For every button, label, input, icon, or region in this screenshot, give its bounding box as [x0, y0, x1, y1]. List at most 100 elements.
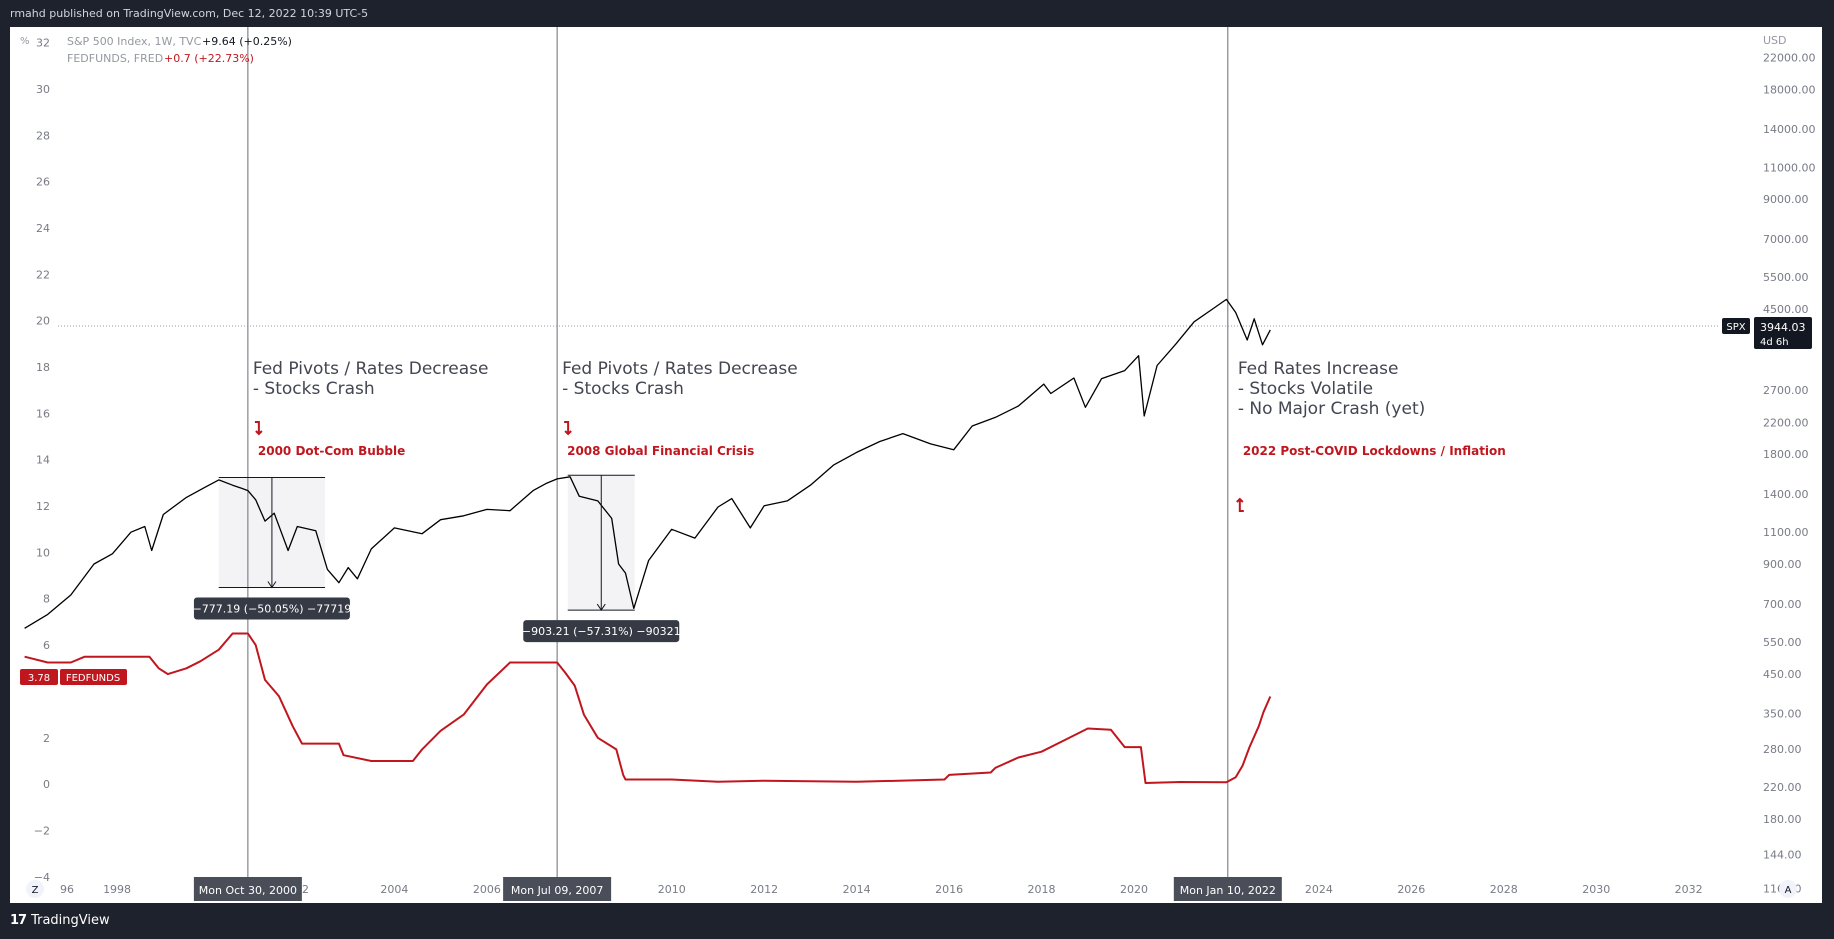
annotation-title-1: Fed Pivots / Rates Decrease: [253, 359, 489, 379]
measure-arrowhead-1: [267, 581, 277, 589]
annotation-line-2-1: - Stocks Crash: [562, 379, 684, 399]
marker-date-label-1: Mon Oct 30, 2000: [199, 884, 297, 897]
left-tick-label: 12: [36, 500, 50, 513]
right-tick-label: 1400.00: [1763, 488, 1809, 501]
series-lines: [24, 298, 1272, 784]
annotation-event-1: 2000 Dot-Com Bubble: [258, 444, 405, 458]
right-tick-label: 2700.00: [1763, 384, 1809, 397]
right-tick-label: 1100.00: [1763, 526, 1809, 539]
time-tick-label: 2028: [1490, 883, 1518, 896]
left-tick-label: 2: [43, 732, 50, 745]
right-tick-label: 5500.00: [1763, 271, 1809, 284]
fedfunds-line: [24, 632, 1272, 784]
fed-price-label: 3.78 FEDFUNDS: [20, 669, 127, 685]
right-tick-label: 11000.00: [1763, 161, 1816, 174]
tradingview-brand[interactable]: 17 TradingView: [10, 913, 110, 928]
right-tick-label: 700.00: [1763, 598, 1802, 611]
left-tick-label: 16: [36, 407, 50, 420]
marker-date-bg-1: [193, 877, 302, 901]
chart-frame: [10, 27, 1822, 903]
time-tick-label: 2016: [935, 883, 963, 896]
annotation-line-1-1: - Stocks Crash: [253, 379, 375, 399]
legend: S&P 500 Index, 1W, TVC +9.64 (+0.25%) FE…: [67, 35, 292, 65]
left-tick-label: 8: [43, 593, 50, 606]
tv-logo-icon: 17: [10, 913, 27, 928]
right-tick-label: 22000.00: [1763, 51, 1816, 64]
left-tick-label: 30: [36, 83, 50, 96]
right-axis-unit: USD: [1763, 34, 1787, 47]
z-button[interactable]: Z: [26, 880, 44, 898]
spx-price-label: SPX 3944.03 4d 6h: [1722, 317, 1812, 349]
left-tick-label: 18: [36, 361, 50, 374]
measurement-shades: [218, 475, 635, 611]
z-button-label: Z: [32, 885, 39, 896]
time-tick-label: 2030: [1582, 883, 1610, 896]
time-tick-label: 2018: [1028, 883, 1056, 896]
annotation-title-3: Fed Rates Increase: [1238, 359, 1399, 379]
footer-bar: 17 TradingView: [0, 903, 1834, 939]
measure-label-1: −777.19 (−50.05%) −77719: [193, 602, 352, 615]
auto-scale-button[interactable]: A: [1779, 880, 1797, 898]
time-axis: 96 1998 02 2004 2006 2010 2012 2014 2016 2018 2020…: [60, 877, 1703, 901]
marker-date-bg-2: [503, 877, 612, 901]
spx-countdown: 4d 6h: [1760, 337, 1789, 348]
annotation-line-3-1: - Stocks Volatile: [1238, 379, 1373, 399]
measure-label-bg-1: [193, 597, 350, 620]
annotation-event-2: 2008 Global Financial Crisis: [567, 444, 754, 458]
spx-tag: SPX: [1726, 322, 1745, 333]
time-tick-label: 2006: [473, 883, 501, 896]
spx-last-value: 3944.03: [1760, 321, 1806, 334]
left-tick-label: 6: [43, 639, 50, 652]
left-tick-label: 32: [36, 37, 50, 50]
right-tick-label: 9000.00: [1763, 193, 1809, 206]
annotation-title-2: Fed Pivots / Rates Decrease: [562, 359, 798, 379]
left-tick-label: 24: [36, 222, 50, 235]
time-tick-label: 2004: [380, 883, 408, 896]
annotation-event-3: 2022 Post-COVID Lockdowns / Inflation: [1243, 444, 1506, 458]
measurement-tools: −777.19 (−50.05%) −77719 −903.21 (−57.31%…: [193, 474, 681, 643]
right-tick-label: 220.00: [1763, 781, 1802, 794]
right-tick-label: 1800.00: [1763, 448, 1809, 461]
brand-name: TradingView: [31, 913, 110, 928]
legend-fed-name: FEDFUNDS, FRED: [67, 52, 163, 65]
time-tick-label: 2026: [1397, 883, 1425, 896]
left-tick-label: −2: [34, 824, 50, 837]
annotation-arrow-2: [564, 421, 572, 436]
left-tick-label: 14: [36, 454, 50, 467]
right-tick-label: 280.00: [1763, 743, 1802, 756]
annotations: Fed Pivots / Rates Decrease- Stocks Cras…: [253, 359, 1506, 512]
time-tick-label: 2024: [1305, 883, 1333, 896]
publish-text: rmahd published on TradingView.com, Dec …: [10, 7, 369, 20]
right-tick-label: 350.00: [1763, 708, 1802, 721]
fed-tag: FEDFUNDS: [66, 673, 120, 684]
right-tick-label: 14000.00: [1763, 123, 1816, 136]
left-tick-label: 0: [43, 778, 50, 791]
right-tick-label: 18000.00: [1763, 83, 1816, 96]
annotation-line-3-2: - No Major Crash (yet): [1238, 399, 1425, 419]
right-tick-label: 180.00: [1763, 813, 1802, 826]
marker-date-bg-3: [1173, 877, 1282, 901]
right-axis: 22000.00 18000.00 14000.00 11000.00 9000.00 7…: [1763, 51, 1816, 895]
marker-date-label-2: Mon Jul 09, 2007: [511, 884, 603, 897]
time-tick-label: 2012: [750, 883, 778, 896]
right-tick-label: 550.00: [1763, 636, 1802, 649]
left-tick-label: 26: [36, 176, 50, 189]
annotation-arrow-3: [1236, 497, 1244, 512]
annotation-arrow-1: [254, 421, 263, 436]
chart-canvas[interactable]: −777.19 (−50.05%) −77719 −903.21 (−57.31%…: [0, 0, 1834, 903]
right-tick-label: 7000.00: [1763, 233, 1809, 246]
left-tick-label: 28: [36, 129, 50, 142]
vertical-markers: [247, 27, 1229, 880]
spx-line: [24, 298, 1271, 629]
time-tick-label: 2014: [843, 883, 871, 896]
time-tick-label: 2032: [1675, 883, 1703, 896]
left-tick-label: 20: [36, 315, 50, 328]
measure-label-bg-2: [523, 620, 680, 643]
right-tick-label: 4500.00: [1763, 303, 1809, 316]
legend-fed-change: +0.7 (+22.73%): [164, 52, 254, 65]
right-tick-label: 450.00: [1763, 668, 1802, 681]
time-tick-label: 2020: [1120, 883, 1148, 896]
measure-arrowhead-2: [596, 603, 606, 611]
time-tick-label: 96: [60, 883, 74, 896]
legend-spx-name: S&P 500 Index, 1W, TVC: [67, 35, 202, 48]
